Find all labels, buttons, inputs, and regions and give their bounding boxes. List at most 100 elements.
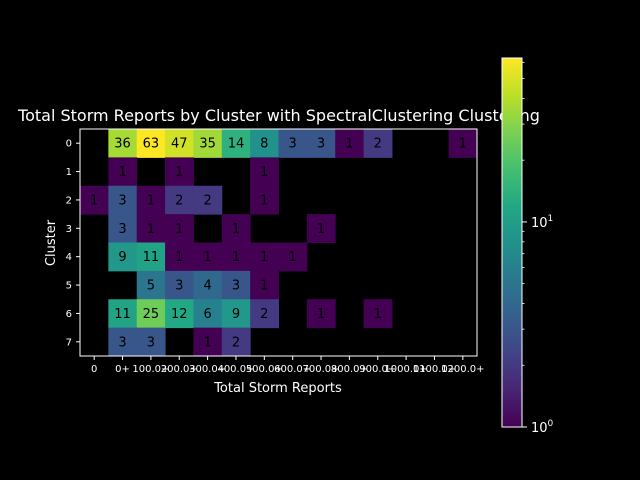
heatmap-cell [108, 129, 138, 158]
heatmap-cell [108, 327, 138, 357]
cell-value-label: 6 [203, 307, 211, 322]
cell-value-label: 47 [171, 137, 188, 152]
cell-value-label: 1 [260, 250, 268, 265]
heatmap-cell [250, 270, 279, 300]
y-tick-label: 1 [66, 167, 72, 178]
x-tick-label: 200.0+ [161, 364, 198, 375]
heatmap-cell [250, 129, 279, 158]
heatmap-cell [165, 185, 194, 215]
plot-frame [79, 128, 478, 357]
cell-value-label: 3 [289, 137, 297, 152]
heatmap-cell [193, 242, 223, 272]
heatmap-cell [136, 327, 166, 357]
cell-value-label: 1 [147, 193, 155, 208]
x-tick-label: 1000.0+ [384, 364, 427, 375]
cell-value-label: 63 [143, 137, 160, 152]
x-tick-label: 500.0+ [246, 364, 283, 375]
chart-title: Total Storm Reports by Cluster with Spec… [17, 106, 540, 125]
heatmap-cell [250, 242, 279, 272]
cell-value-label: 11 [143, 250, 160, 265]
heatmap-cell [165, 299, 194, 329]
y-tick-label: 2 [66, 195, 72, 206]
cell-value-label: 1 [232, 250, 240, 265]
heatmap-cell [306, 299, 336, 329]
y-tick-label: 0 [66, 139, 72, 150]
heatmap-cell [108, 185, 138, 215]
colorbar-tick-label: 100 [531, 419, 554, 436]
cell-value-label: 1 [203, 335, 211, 350]
heatmap-cell [108, 157, 138, 187]
x-tick-label: 900.0+ [359, 364, 396, 375]
cell-value-label: 1 [459, 137, 467, 152]
heatmap-cell [80, 185, 109, 215]
cell-value-label: 1 [289, 250, 297, 265]
cell-value-label: 2 [374, 137, 382, 152]
cell-value-label: 14 [228, 137, 245, 152]
cell-value-label: 1 [175, 165, 183, 180]
heatmap-cell [306, 129, 336, 158]
heatmap-cell [136, 185, 166, 215]
heatmap-cell [306, 214, 336, 243]
x-tick-label: 0+ [115, 364, 130, 375]
cell-value-label: 1 [260, 193, 268, 208]
cell-value-label: 12 [171, 307, 188, 322]
heatmap-cell [165, 129, 194, 158]
cell-value-label: 1 [317, 222, 325, 237]
cell-value-label: 36 [114, 137, 131, 152]
cell-value-label: 2 [175, 193, 183, 208]
heatmap-cell [193, 299, 223, 329]
heatmap-cell [136, 242, 166, 272]
x-tick-label: 400.0+ [217, 364, 254, 375]
cell-value-label: 9 [118, 250, 126, 265]
y-axis-label: Cluster [44, 219, 59, 266]
heatmap-cell [136, 299, 166, 329]
heatmap-cell [250, 157, 279, 187]
heatmap-cell [221, 327, 251, 357]
heatmap-cell [136, 129, 166, 158]
heatmap-cell [250, 299, 279, 329]
heatmap-cell [221, 242, 251, 272]
heatmap-cell [193, 185, 223, 215]
cell-value-label: 9 [232, 307, 240, 322]
cell-value-label: 1 [260, 165, 268, 180]
heatmap-cells: 36 63 47 35 14 8 3 3 1 2 11 1 11 3 1 2 2 13 1 1 1 19 11 1 1 1 1 15 3… [80, 129, 478, 357]
heatmap-cell [136, 214, 166, 243]
cell-value-label: 1 [317, 307, 325, 322]
cell-value-label: 4 [203, 279, 211, 294]
cell-value-label: 25 [143, 307, 160, 322]
x-tick-label: 300.0+ [189, 364, 226, 375]
cell-value-label: 2 [232, 335, 240, 350]
cell-value-label: 1 [175, 222, 183, 237]
y-axis-ticks: 0 1 2 3 4 5 6 7 [66, 139, 80, 348]
heatmap-cell [363, 299, 393, 329]
heatmap-cell [278, 242, 308, 272]
cell-value-label: 2 [203, 193, 211, 208]
cell-value-label: 1 [118, 165, 126, 180]
x-axis-label: Total Storm Reports [213, 381, 342, 396]
heatmap-cell [363, 129, 393, 158]
heatmap-cell [221, 270, 251, 300]
y-tick-label: 5 [66, 281, 72, 292]
y-tick-label: 7 [66, 337, 72, 348]
cell-value-label: 35 [199, 137, 216, 152]
cell-value-label: 1 [345, 137, 353, 152]
x-tick-label: 1200.0+ [441, 364, 484, 375]
cell-value-label: 3 [175, 279, 183, 294]
heatmap-cell [250, 185, 279, 215]
x-axis-ticks: 0 0+ 100.0+200.0+300.0+400.0+500.0+600.0+7… [91, 356, 485, 375]
heatmap-cell [165, 242, 194, 272]
cell-value-label: 5 [147, 279, 155, 294]
heatmap-cell [165, 270, 194, 300]
cell-value-label: 1 [374, 307, 382, 322]
y-tick-label: 6 [66, 309, 72, 320]
heatmap-cell [448, 129, 478, 158]
heatmap-cell [108, 242, 138, 272]
heatmap-cell [193, 270, 223, 300]
heatmap-cell [221, 299, 251, 329]
heatmap-cell [136, 270, 166, 300]
heatmap-cell [165, 157, 194, 187]
heatmap-cell [193, 327, 223, 357]
heatmap-cell [108, 214, 138, 243]
heatmap-cell [221, 214, 251, 243]
cell-value-label: 3 [317, 137, 325, 152]
